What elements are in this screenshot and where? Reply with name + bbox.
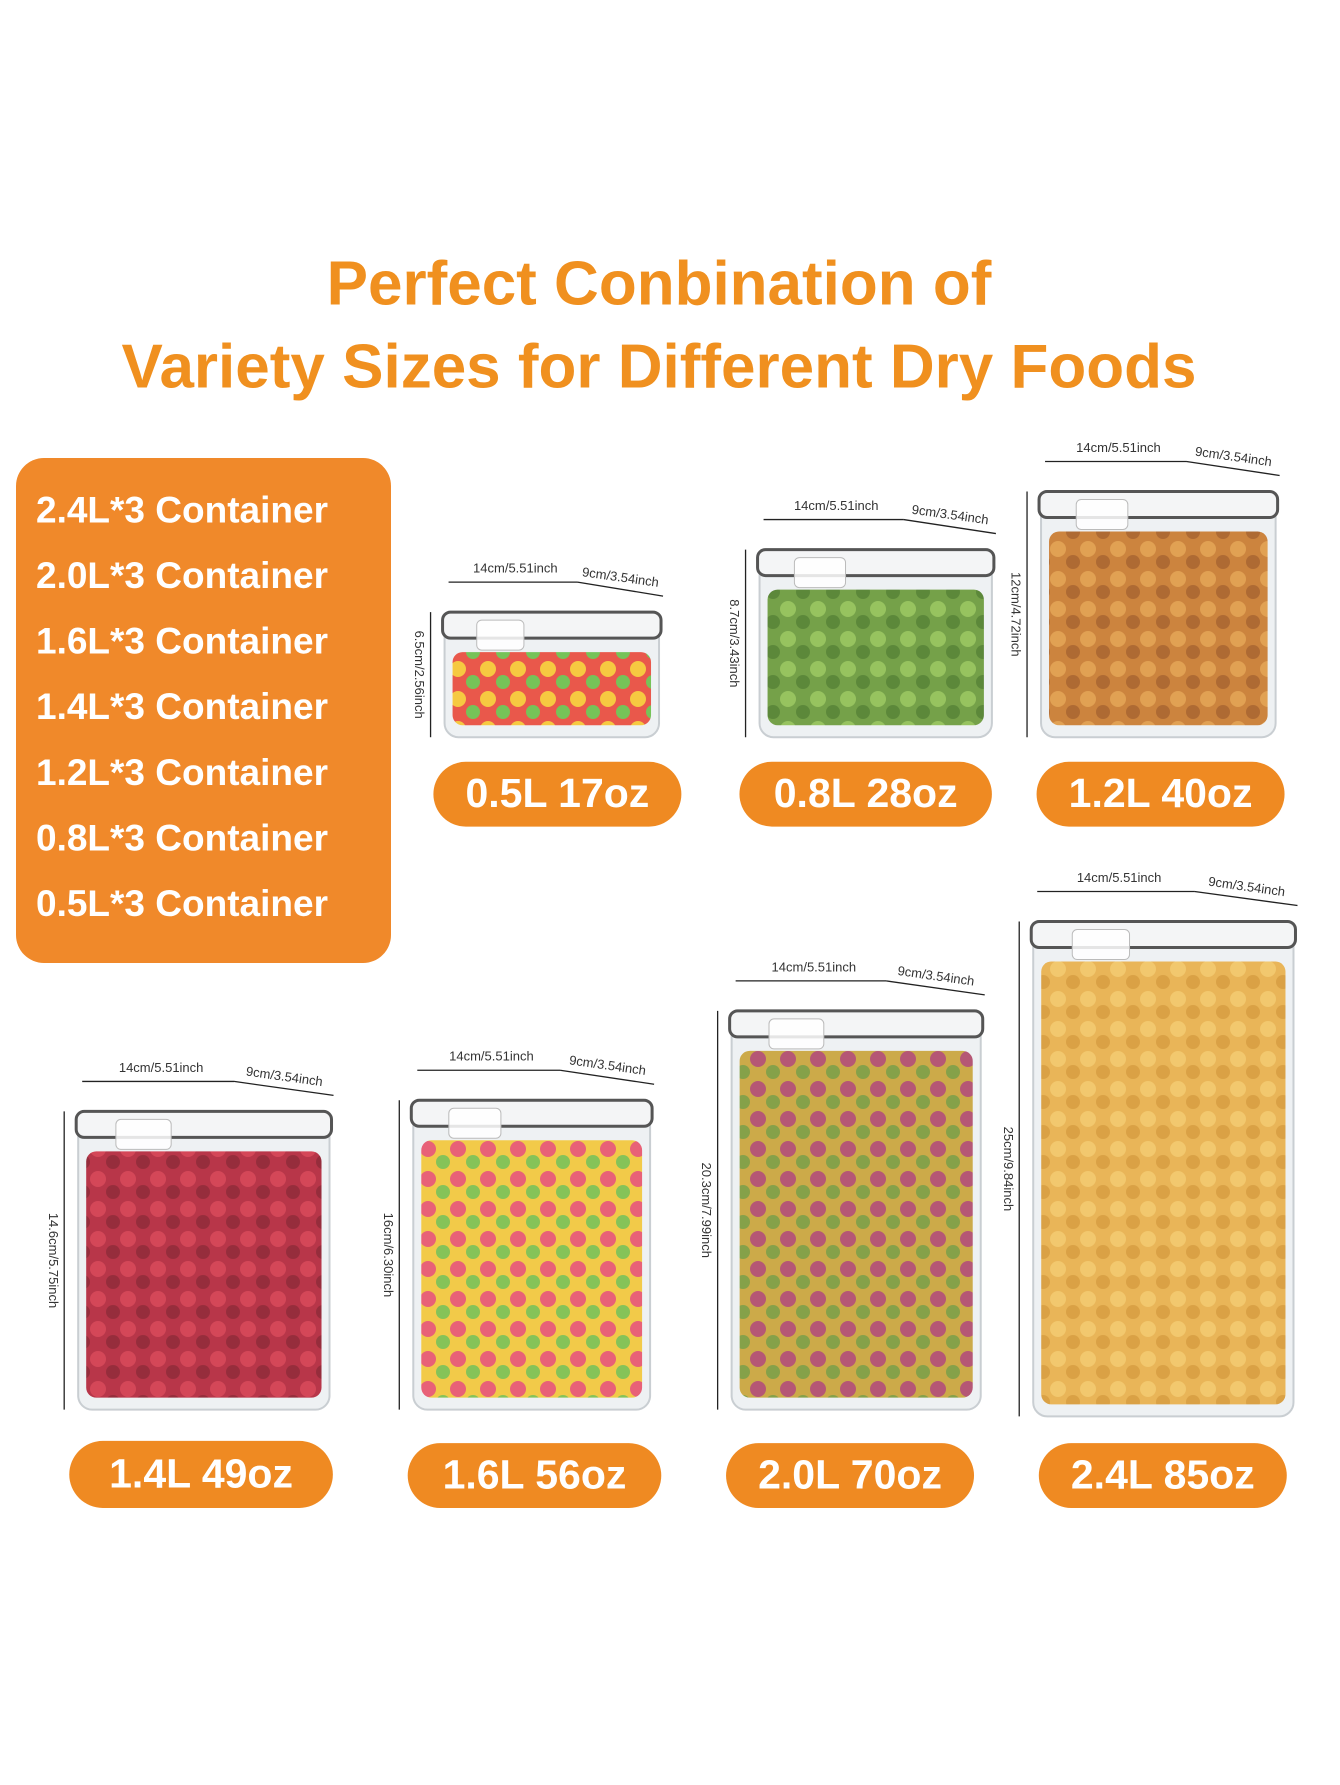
capacity-pill [739, 761, 992, 827]
capacity-pill [726, 1443, 975, 1508]
capacity-label: 1.2L 40oz [1069, 770, 1253, 816]
capacity-label: 1.4L 49oz [109, 1450, 293, 1496]
container-food [767, 589, 984, 726]
set-list-item: 0.5L*3 Container [36, 883, 328, 924]
lid-clip [1071, 929, 1131, 961]
dimension-label: 20.3cm/7.99inch [699, 1163, 714, 1258]
capacity-label: 2.4L 85oz [1071, 1451, 1255, 1497]
dimension-label: 9cm/3.54inch [581, 564, 660, 590]
set-list-item: 0.8L*3 Container [36, 817, 328, 858]
dimension-line [903, 518, 996, 535]
container-lid [1037, 489, 1280, 519]
capacity-label: 0.8L 28oz [774, 770, 958, 816]
dimension-label: 14cm/5.51inch [119, 1060, 204, 1075]
dimension-label: 16cm/6.30inch [381, 1213, 396, 1298]
container-lid [728, 1009, 985, 1039]
container-food [452, 652, 652, 726]
container-lid [1029, 920, 1297, 950]
container-lid [441, 610, 663, 640]
container-food [421, 1140, 643, 1398]
dimension-label: 14cm/5.51inch [473, 561, 558, 576]
dimension-label: 9cm/3.54inch [911, 502, 990, 528]
dimension-label: 12cm/4.72inch [1009, 572, 1024, 657]
lid-clip [476, 619, 525, 651]
container-food [1049, 531, 1268, 726]
capacity-label: 0.5L 17oz [465, 770, 649, 816]
capacity-label: 2.0L 70oz [758, 1451, 942, 1497]
container-food [86, 1151, 322, 1398]
dimension-label: 25cm/9.84inch [1001, 1127, 1016, 1212]
container: 14cm/5.51inch 9cm/3.54inch 20.3cm/7.99inch… [699, 959, 985, 1508]
set-list-box [16, 458, 391, 963]
lid-clip [768, 1018, 825, 1050]
dimension-label: 9cm/3.54inch [1194, 444, 1273, 470]
set-list-item: 2.4L*3 Container [36, 489, 328, 530]
container: 14cm/5.51inch 9cm/3.54inch 16cm/6.30inch 1.… [381, 1049, 662, 1508]
dimension-label: 9cm/3.54inch [897, 963, 976, 989]
lid-clip [448, 1107, 502, 1139]
container: 14cm/5.51inch 9cm/3.54inch 6.5cm/2.56inch 0… [412, 561, 682, 827]
dimension-line [577, 581, 664, 597]
dimension-line [1186, 460, 1280, 477]
container-lid [756, 548, 996, 578]
dimension-line [233, 1080, 334, 1097]
lid-clip [793, 557, 847, 589]
lid-clip [1075, 498, 1129, 530]
dimension-label: 14cm/5.51inch [1077, 870, 1162, 885]
set-list-item: 1.6L*3 Container [36, 621, 328, 662]
dimension-label: 9cm/3.54inch [245, 1064, 324, 1090]
container: 14cm/5.51inch 9cm/3.54inch25cm/9.84inch2.… [1001, 870, 1298, 1508]
dimension-label: 14cm/5.51inch [449, 1049, 534, 1064]
container: 14cm/5.51inch 9cm/3.54inch 14.6cm/5.75inch… [46, 1060, 334, 1508]
dimension-label: 14.6cm/5.75inch [46, 1213, 61, 1308]
capacity-pill [433, 761, 682, 827]
dimension-line [1194, 890, 1298, 907]
dimension-label: 14cm/5.51inch [794, 498, 879, 513]
container: 14cm/5.51inch 9cm/3.54inch 8.7cm/3.43inch 0… [727, 498, 996, 827]
dimension-label: 6.5cm/2.56inch [412, 631, 427, 719]
capacity-pill [1036, 761, 1285, 827]
dimension-label: 14cm/5.51inch [1076, 440, 1161, 455]
lid-clip [115, 1118, 172, 1150]
capacity-pill [69, 1440, 333, 1508]
dimension-label: 8.7cm/3.43inch [727, 599, 742, 687]
container-lid [409, 1098, 654, 1128]
set-list-item: 2.0L*3 Container [36, 555, 328, 596]
dimension-line [560, 1069, 655, 1085]
capacity-pill [1038, 1443, 1287, 1508]
set-list-item: 1.4L*3 Container [36, 686, 328, 727]
title-line: Variety Sizes for Different Dry Foods [122, 332, 1197, 401]
dimension-label: 14cm/5.51inch [772, 959, 857, 974]
capacity-label: 1.6L 56oz [443, 1451, 627, 1497]
dimension-label: 9cm/3.54inch [568, 1052, 647, 1078]
set-list-item: 1.2L*3 Container [36, 752, 328, 793]
dimension-line [885, 980, 985, 996]
title-line: Perfect Conbination of [327, 249, 992, 318]
container: 14cm/5.51inch 9cm/3.54inch 12cm/4.72inch 1.… [1009, 440, 1285, 827]
container-food [1041, 961, 1286, 1405]
container-food [739, 1050, 973, 1398]
container-lid [74, 1109, 334, 1139]
capacity-pill [407, 1443, 662, 1508]
